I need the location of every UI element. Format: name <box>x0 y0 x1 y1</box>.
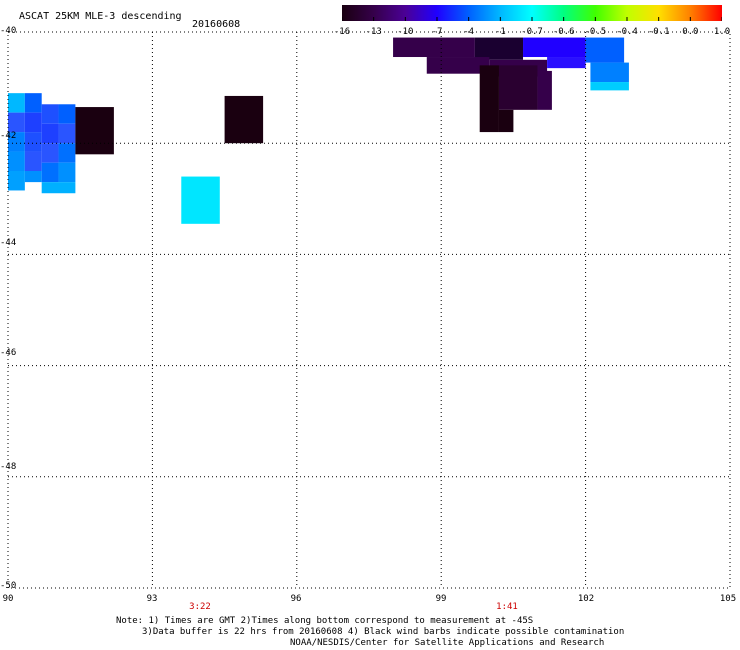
color-scale-label: -0.5 <box>584 27 607 37</box>
color-scale-label: -0.1 <box>647 27 670 37</box>
wind-cell <box>58 104 76 124</box>
wind-cell <box>547 57 586 69</box>
wind-cell <box>479 65 499 133</box>
wind-cell <box>8 171 25 191</box>
wind-cell <box>590 82 629 91</box>
wind-cell <box>24 171 42 183</box>
wind-cell <box>393 37 475 58</box>
color-scale-label: -0.4 <box>616 27 638 37</box>
wind-cell <box>537 70 552 110</box>
wind-cell <box>24 112 42 133</box>
color-scale-label: -0.6 <box>552 27 575 37</box>
note-line-1: Note: 1) Times are GMT 2)Times along bot… <box>116 616 534 626</box>
map-frame <box>7 31 731 589</box>
note-line-2: 3)Data buffer is 22 hrs from 20160608 4)… <box>142 627 625 637</box>
lat-label-5: -50 <box>0 581 17 591</box>
lat-label-3: -46 <box>0 348 17 358</box>
wind-cell <box>8 151 25 171</box>
color-scale-label: -16 <box>333 27 351 37</box>
wind-cell <box>24 151 42 171</box>
wind-cell <box>41 123 59 144</box>
color-scale-label: -13 <box>365 27 382 37</box>
wind-cell <box>58 143 76 163</box>
wind-cell <box>41 182 76 194</box>
wind-cell <box>523 37 586 58</box>
color-scale-label: -10 <box>397 27 414 37</box>
map-date: 20160608 <box>192 19 241 30</box>
wind-cell <box>181 176 220 224</box>
color-scale-label: 0.0 <box>682 27 699 37</box>
lat-label-1: -42 <box>0 131 17 141</box>
lat-label-0: -40 <box>0 26 17 36</box>
wind-cell <box>75 107 114 155</box>
wind-cell <box>498 109 514 133</box>
lat-label-4: -48 <box>0 462 17 472</box>
lon-label-1: 93 <box>146 594 158 604</box>
wind-cell <box>8 112 25 133</box>
wind-cell <box>8 132 25 152</box>
lat-label-2: -44 <box>0 238 17 248</box>
wind-cell <box>585 37 625 63</box>
color-scale-bar <box>342 5 722 21</box>
wind-cell <box>474 37 524 60</box>
lon-label-0: 90 <box>2 594 14 604</box>
wind-cell <box>41 143 59 163</box>
time-label-0: 3:22 <box>189 602 211 612</box>
color-scale-label: 1.0 <box>713 27 731 37</box>
map-title: ASCAT 25KM MLE-3 descending <box>19 11 182 22</box>
wind-cell <box>41 104 59 124</box>
lon-label-2: 96 <box>290 594 302 604</box>
wind-cell <box>41 162 59 183</box>
wind-cell <box>24 93 42 113</box>
wind-cell <box>590 62 629 83</box>
wind-cell <box>58 123 76 144</box>
note-line-3: NOAA/NESDIS/Center for Satellite Applica… <box>290 638 605 648</box>
time-label-1: 1:41 <box>496 602 518 612</box>
lon-label-4: 102 <box>577 594 595 604</box>
wind-cell <box>498 65 538 110</box>
wind-cell <box>58 162 76 183</box>
wind-cell <box>8 93 25 113</box>
lon-label-3: 99 <box>435 594 447 604</box>
wind-cell <box>224 95 264 144</box>
wind-cell <box>24 132 42 152</box>
wind-cell <box>426 57 490 74</box>
lon-label-5: 105 <box>719 594 737 604</box>
